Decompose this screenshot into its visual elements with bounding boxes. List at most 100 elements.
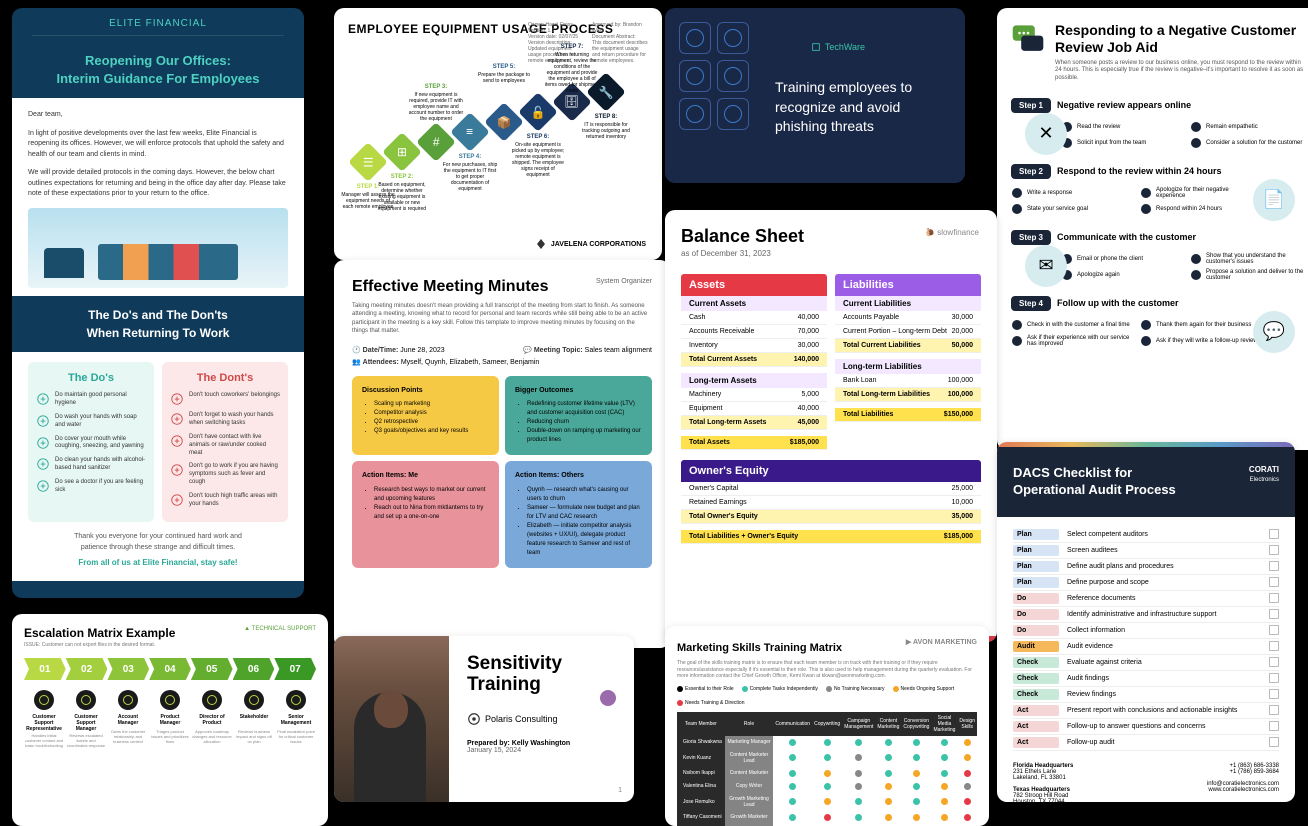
sensitivity-training-card: Sensitivity Training Polaris Consulting … bbox=[334, 636, 634, 802]
process-step-label: STEP 2:Based on equipment, determine whe… bbox=[374, 174, 430, 212]
do-item: Do see a doctor if you are feeling sick bbox=[36, 479, 146, 495]
dont-item: Don't touch coworkers' belongings bbox=[170, 392, 280, 406]
checklist-row: ActPresent report with conclusions and a… bbox=[1013, 703, 1279, 719]
checkbox[interactable] bbox=[1269, 657, 1279, 667]
dont-item: Don't touch high traffic areas with your… bbox=[170, 493, 280, 509]
checklist-row: AuditAudit evidence bbox=[1013, 639, 1279, 655]
checklist-row: CheckAudit findings bbox=[1013, 671, 1279, 687]
step-badge: Step 3 bbox=[1011, 230, 1051, 245]
checkbox[interactable] bbox=[1269, 529, 1279, 539]
card-title: Reopening Our Offices: Interim Guidance … bbox=[12, 48, 304, 98]
escalation-role: Senior ManagementFinal escalation point … bbox=[276, 690, 316, 748]
checklist-row: PlanScreen auditees bbox=[1013, 543, 1279, 559]
techware-card: TechWare Training employees to recognize… bbox=[665, 8, 965, 183]
role-icon bbox=[244, 690, 264, 710]
checkbox[interactable] bbox=[1269, 673, 1279, 683]
arrow-row: 01020304050607 bbox=[24, 658, 316, 680]
process-step-label: STEP 8:IT is responsible for tracking ou… bbox=[578, 114, 634, 140]
role-icon bbox=[202, 690, 222, 710]
org-label: System Organizer bbox=[596, 278, 652, 285]
checklist-row: DoCollect information bbox=[1013, 623, 1279, 639]
checklist-row: ActFollow-up to answer questions and con… bbox=[1013, 719, 1279, 735]
dont-item: Don't have contact with live animals or … bbox=[170, 434, 280, 457]
minutes-box: Discussion PointsScaling up marketingCom… bbox=[352, 376, 499, 456]
do-item: Do wash your hands with soap and water bbox=[36, 414, 146, 430]
checklist-row: DoReference documents bbox=[1013, 591, 1279, 607]
checkbox[interactable] bbox=[1269, 545, 1279, 555]
accent-dot-icon bbox=[600, 690, 616, 706]
checkbox[interactable] bbox=[1269, 561, 1279, 571]
escalation-role: Director of ProductApproves roadmap chan… bbox=[192, 690, 232, 748]
issue-text: ISSUE: Customer can not export files in … bbox=[24, 642, 316, 648]
checklist-row: CheckEvaluate against criteria bbox=[1013, 655, 1279, 671]
donts-heading: The Dont's bbox=[170, 370, 280, 387]
footer: Florida Headquarters231 Ethels LaneLakel… bbox=[997, 751, 1295, 802]
process-step-label: STEP 6:On-site equipment is picked up by… bbox=[510, 134, 566, 178]
footer-text: Thank you everyone for your continued ha… bbox=[28, 532, 288, 553]
brand: TechWare bbox=[811, 42, 865, 52]
checkbox[interactable] bbox=[1269, 593, 1279, 603]
minutes-box: Bigger OutcomesRedefining customer lifet… bbox=[505, 376, 652, 456]
step-item: Apologize again bbox=[1061, 269, 1180, 281]
step-item: Apologize for their negative experience bbox=[1140, 187, 1259, 199]
office-illustration bbox=[28, 208, 288, 288]
dont-item: Don't forget to wash your hands when swi… bbox=[170, 412, 280, 428]
checkbox[interactable] bbox=[1269, 689, 1279, 699]
arrow-segment: 01 bbox=[24, 658, 66, 680]
checkbox[interactable] bbox=[1269, 737, 1279, 747]
step-item: Check in with the customer a final time bbox=[1011, 319, 1130, 331]
checklist-row: DoIdentify administrative and infrastruc… bbox=[1013, 607, 1279, 623]
checkbox[interactable] bbox=[1269, 705, 1279, 715]
brand: 🐌 slowfinance bbox=[925, 228, 979, 237]
card-title: Marketing Skills Training Matrix bbox=[677, 642, 842, 654]
do-item: Do maintain good personal hygiene bbox=[36, 392, 146, 408]
step-badge: Step 1 bbox=[1011, 98, 1051, 113]
review-jobaid-card: Responding to a Negative Customer Review… bbox=[997, 8, 1308, 450]
prepared-by: Prepared by: Kelly Washington bbox=[467, 740, 616, 747]
escalation-matrix-card: Escalation Matrix Example ▲ TECHNICAL SU… bbox=[12, 614, 328, 826]
paragraph: In light of positive developments over t… bbox=[28, 129, 288, 161]
step-item: Write a response bbox=[1011, 187, 1130, 199]
checkbox[interactable] bbox=[1269, 609, 1279, 619]
legend-item: Essential to their Role bbox=[677, 686, 734, 692]
role-icon bbox=[286, 690, 306, 710]
checklist-row: CheckReview findings bbox=[1013, 687, 1279, 703]
jobaid-step: Step 1Negative review appears online✕Rea… bbox=[1011, 95, 1308, 149]
arrow-segment: 03 bbox=[107, 658, 149, 680]
escalation-role: StakeholderReviews business impact and s… bbox=[234, 690, 274, 748]
brand: CORATIElectronics bbox=[1249, 465, 1279, 483]
date: January 15, 2024 bbox=[467, 747, 616, 754]
brand: ▶ AVON MARKETING bbox=[906, 638, 977, 646]
step-item: Email or phone the client bbox=[1061, 253, 1180, 265]
equipment-process-card: EMPLOYEE EQUIPMENT USAGE PROCESS Owner: … bbox=[334, 8, 662, 260]
meeting-minutes-card: System Organizer Effective Meeting Minut… bbox=[334, 260, 670, 648]
jobaid-step: Step 3Communicate with the customer✉Emai… bbox=[1011, 227, 1308, 281]
step-badge: Step 4 bbox=[1011, 296, 1051, 311]
card-title: DACS Checklist for Operational Audit Pro… bbox=[1013, 465, 1176, 499]
checkbox[interactable] bbox=[1269, 641, 1279, 651]
legend-item: Complete Tasks Independently bbox=[742, 686, 818, 692]
checkbox[interactable] bbox=[1269, 721, 1279, 731]
card-title: Sensitivity Training bbox=[467, 654, 616, 696]
description: The goal of the skills training matrix i… bbox=[677, 660, 977, 680]
checkbox[interactable] bbox=[1269, 625, 1279, 635]
do-item: Do clean your hands with alcohol-based h… bbox=[36, 457, 146, 473]
org-name: Polaris Consulting bbox=[467, 712, 616, 726]
role-icon bbox=[160, 690, 180, 710]
skills-table: Team MemberRoleCommunicationCopywritingC… bbox=[677, 712, 977, 826]
dos-column: The Do's Do maintain good personal hygie… bbox=[28, 362, 154, 522]
checklist-row: PlanDefine audit plans and procedures bbox=[1013, 559, 1279, 575]
process-step-box: ⊞ bbox=[382, 132, 422, 172]
step-item: Remain empathetic bbox=[1190, 121, 1308, 133]
intro-text: Taking meeting minutes doesn't mean prov… bbox=[352, 302, 652, 336]
checklist-table: PlanSelect competent auditorsPlanScreen … bbox=[997, 517, 1295, 751]
step-item: Read the review bbox=[1061, 121, 1180, 133]
liabilities-column: LiabilitiesCurrent LiabilitiesAccounts P… bbox=[835, 274, 981, 450]
step-heading: Respond to the review within 24 hours bbox=[1057, 166, 1222, 176]
step-item: Respond within 24 hours bbox=[1140, 203, 1259, 215]
checkbox[interactable] bbox=[1269, 577, 1279, 587]
step-heading: Communicate with the customer bbox=[1057, 232, 1196, 242]
headline: Training employees to recognize and avoi… bbox=[775, 78, 945, 137]
as-of-date: as of December 31, 2023 bbox=[681, 249, 981, 258]
legend-item: Needs Training & Direction bbox=[677, 700, 744, 706]
